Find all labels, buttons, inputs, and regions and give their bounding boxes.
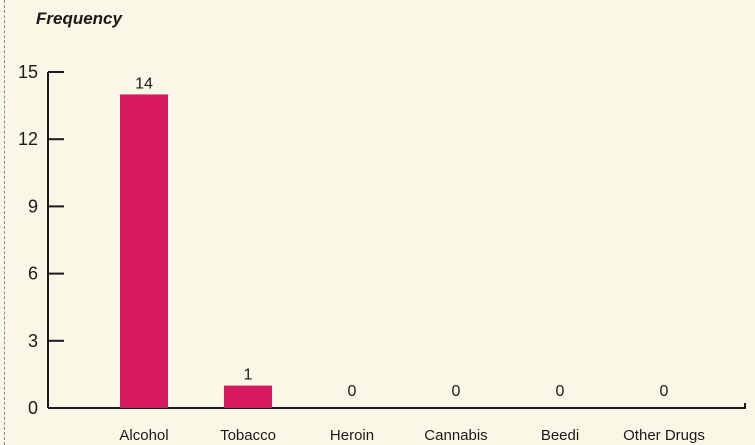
y-axis-title: Frequency xyxy=(36,9,124,28)
data-label: 0 xyxy=(348,383,357,400)
y-tick-label: 3 xyxy=(28,331,38,351)
data-label: 14 xyxy=(135,75,153,92)
y-tick-label: 9 xyxy=(28,196,38,216)
x-tick-label: Alcohol xyxy=(119,427,168,444)
bar-tobacco xyxy=(224,385,272,408)
x-tick-label: Other Drugs xyxy=(623,427,705,444)
data-label: 0 xyxy=(452,383,461,400)
bar-alcohol xyxy=(120,94,168,409)
y-tick-label: 6 xyxy=(28,264,38,284)
chart-frame xyxy=(4,0,755,445)
data-label: 1 xyxy=(244,367,253,384)
x-tick-label: Cannabis xyxy=(424,427,487,444)
x-tick-label: Tobacco xyxy=(220,427,276,444)
y-tick-label: 15 xyxy=(18,62,38,82)
x-tick-label: Heroin xyxy=(330,427,374,444)
x-tick-label: Beedi xyxy=(541,427,579,444)
data-label: 0 xyxy=(660,383,669,400)
y-tick-label: 12 xyxy=(18,129,38,149)
y-tick-label: 0 xyxy=(28,398,38,418)
data-label: 0 xyxy=(556,383,565,400)
